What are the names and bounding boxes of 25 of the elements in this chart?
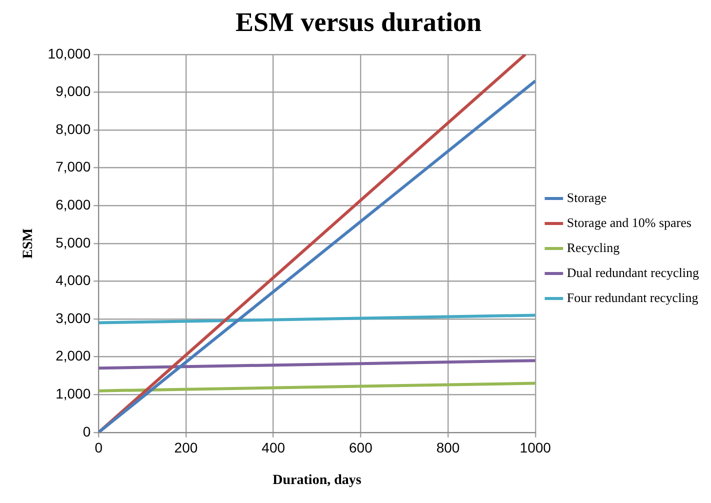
y-tick-label: 7,000	[56, 158, 91, 175]
y-tick-label: 2,000	[56, 348, 91, 364]
y-tick-label: 8,000	[56, 120, 91, 137]
legend-label: Four redundant recycling	[566, 290, 699, 305]
y-tick-label: 5,000	[56, 234, 91, 250]
chart-title: ESM versus duration	[235, 7, 482, 38]
y-tick-label: 0	[82, 423, 91, 440]
x-tick-label: 800	[436, 440, 460, 456]
x-tick-label: 400	[262, 440, 286, 456]
x-axis-title: Duration, days	[272, 473, 362, 488]
legend-label: Storage and 10% spares	[566, 214, 692, 230]
y-tick-label: 4,000	[56, 272, 91, 288]
y-tick-label: 10,000	[48, 45, 91, 62]
x-tick-label: 600	[349, 440, 373, 456]
y-tick-label: 9,000	[56, 83, 91, 100]
y-axis-title: ESM	[21, 228, 36, 259]
y-tick-label: 1,000	[56, 385, 91, 402]
y-tick-label: 6,000	[56, 196, 91, 212]
x-tick-label: 0	[94, 440, 103, 456]
legend-label: Dual redundant recycling	[566, 264, 700, 280]
x-tick-label: 1000	[520, 440, 552, 456]
legend-label: Storage	[566, 190, 607, 205]
x-tick-label: 200	[174, 440, 198, 456]
y-tick-label: 3,000	[56, 310, 91, 326]
legend-label: Recycling	[566, 240, 620, 255]
